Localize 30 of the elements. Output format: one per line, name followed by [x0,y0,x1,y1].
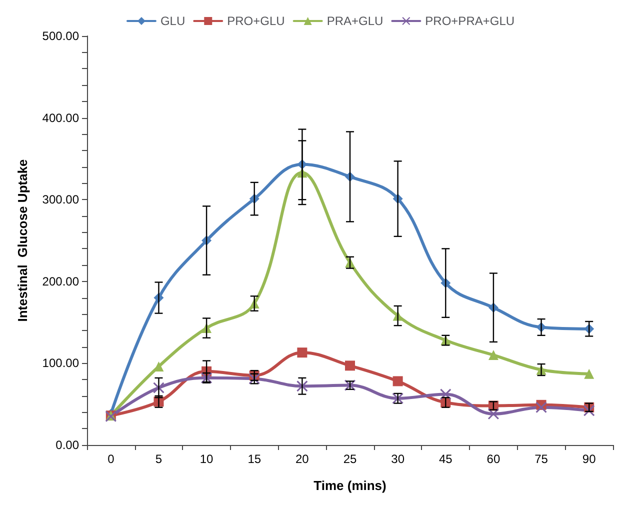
x-tick-label: 0 [108,452,115,466]
legend-label: PRA+GLU [326,14,384,28]
point [297,348,308,358]
point [345,360,355,371]
point [392,376,403,386]
y-tick-label: 0.00 [56,438,80,452]
y-tick-label: 200.00 [42,274,80,288]
y-tick-label: 500.00 [42,29,80,43]
x-tick-label: 60 [486,452,500,466]
x-tick-label: 45 [438,452,453,466]
legend-label: GLU [160,14,186,28]
x-tick-label: 30 [391,452,405,466]
y-axis-title: Intestinal Glucose Uptake [15,159,30,322]
x-tick-label: 5 [155,452,162,466]
point [488,350,498,360]
x-tick-label: 25 [343,452,357,466]
y-tick-label: 300.00 [42,192,80,207]
y-tick-label: 400.00 [42,110,80,125]
x-axis-title: Time (mins) [314,478,386,493]
legend-label: PRO+GLU [227,14,285,28]
x-tick-label: 75 [534,452,548,466]
point [584,368,594,379]
x-tick-label: 15 [248,452,262,466]
point [536,402,547,413]
x-tick-label: 20 [296,452,310,466]
y-tick-label: 100.00 [42,356,80,370]
x-tick-label: 10 [200,452,214,466]
legend-label: PRO+PRA+GLU [425,14,515,28]
x-tick-label: 90 [582,452,596,466]
point [440,388,452,400]
